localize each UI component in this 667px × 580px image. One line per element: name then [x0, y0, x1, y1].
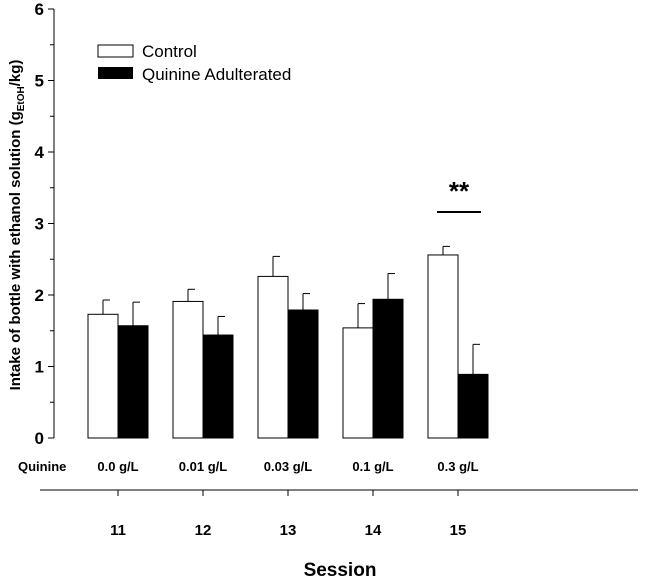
y-axis: 0 1 2 3 4 5 6	[35, 0, 55, 448]
legend: Control Quinine Adulterated	[97, 42, 291, 84]
bar-control-12	[172, 300, 204, 439]
bar-quinine-15	[457, 373, 489, 439]
quinine-dose-label: 0.1 g/L	[352, 459, 393, 474]
quinine-doses: 0.0 g/L 0.01 g/L 0.03 g/L 0.1 g/L 0.3 g/L	[97, 459, 478, 474]
y-tick-label: 4	[35, 143, 45, 162]
legend-label-control: Control	[142, 42, 197, 61]
x-tick-label: 12	[195, 522, 212, 539]
y-tick-label: 1	[35, 358, 44, 377]
bar-control-13	[257, 275, 289, 439]
quinine-dose-label: 0.3 g/L	[437, 459, 478, 474]
bar-quinine-14	[372, 298, 404, 439]
quinine-dose-label: 0.03 g/L	[264, 459, 312, 474]
bar-quinine-13	[287, 309, 319, 439]
x-tick-label: 14	[365, 522, 382, 539]
x-tick-label: 11	[110, 522, 126, 539]
x-axis: 11 12 13 14 15	[110, 490, 466, 539]
significance-marker: **	[437, 176, 481, 213]
bar-control-11	[87, 313, 119, 439]
bar-control-15	[427, 254, 459, 439]
y-tick-label: 0	[35, 429, 44, 448]
x-axis-label: Session	[304, 560, 377, 580]
bar-quinine-11	[117, 325, 149, 439]
legend-swatch-quinine	[98, 67, 133, 79]
quinine-row-label: Quinine	[18, 459, 66, 474]
bar-quinine-12	[202, 334, 234, 439]
quinine-dose-label: 0.0 g/L	[97, 459, 138, 474]
significance-stars: **	[449, 176, 470, 206]
legend-swatch-control	[97, 44, 134, 58]
x-tick-label: 13	[280, 522, 297, 539]
bars	[87, 245, 489, 439]
y-tick-label: 5	[35, 72, 44, 91]
y-tick-label: 2	[35, 286, 44, 305]
y-tick-label: 3	[35, 215, 44, 234]
quinine-dose-label: 0.01 g/L	[179, 459, 227, 474]
y-tick-label: 6	[35, 0, 44, 19]
bar-control-14	[342, 327, 374, 439]
y-axis-label: Intake of bottle with ethanol solution (…	[7, 60, 27, 391]
legend-label-quinine: Quinine Adulterated	[142, 65, 291, 84]
x-tick-label: 15	[450, 522, 467, 539]
